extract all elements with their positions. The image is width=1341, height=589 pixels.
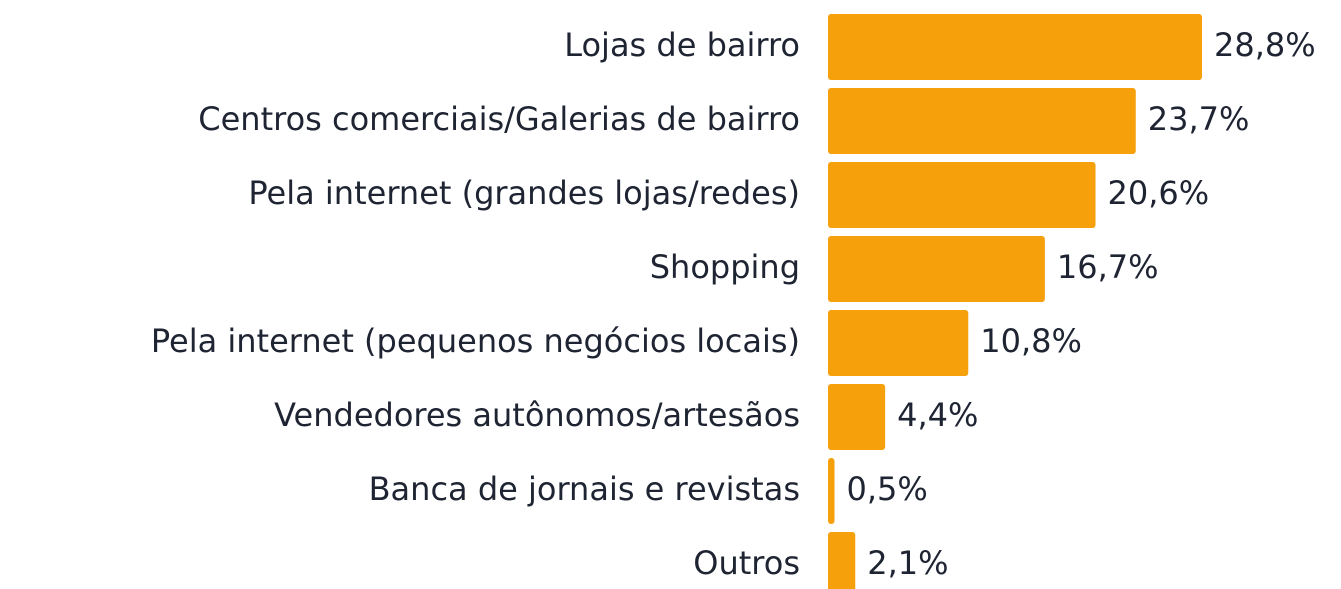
value-label: 4,4% <box>897 396 978 434</box>
category-label: Shopping <box>650 248 800 286</box>
value-label: 10,8% <box>980 322 1082 360</box>
bar <box>828 458 835 524</box>
category-label: Banca de jornais e revistas <box>369 470 800 508</box>
value-label: 28,8% <box>1214 26 1316 64</box>
category-label: Centros comerciais/Galerias de bairro <box>198 100 800 138</box>
value-label: 23,7% <box>1148 100 1250 138</box>
category-label: Lojas de bairro <box>564 26 800 64</box>
value-label: 16,7% <box>1057 248 1159 286</box>
bar <box>828 532 856 589</box>
value-label: 0,5% <box>846 470 927 508</box>
bar <box>828 310 969 376</box>
bar <box>828 236 1045 302</box>
bar <box>828 162 1096 228</box>
value-label: 2,1% <box>867 544 948 582</box>
category-label: Pela internet (pequenos negócios locais) <box>151 322 800 360</box>
bar <box>828 14 1202 80</box>
bar <box>828 88 1136 154</box>
category-label: Outros <box>693 544 800 582</box>
category-label: Vendedores autônomos/artesãos <box>274 396 800 434</box>
value-label: 20,6% <box>1108 174 1210 212</box>
category-label: Pela internet (grandes lojas/redes) <box>248 174 800 212</box>
bar <box>828 384 886 450</box>
